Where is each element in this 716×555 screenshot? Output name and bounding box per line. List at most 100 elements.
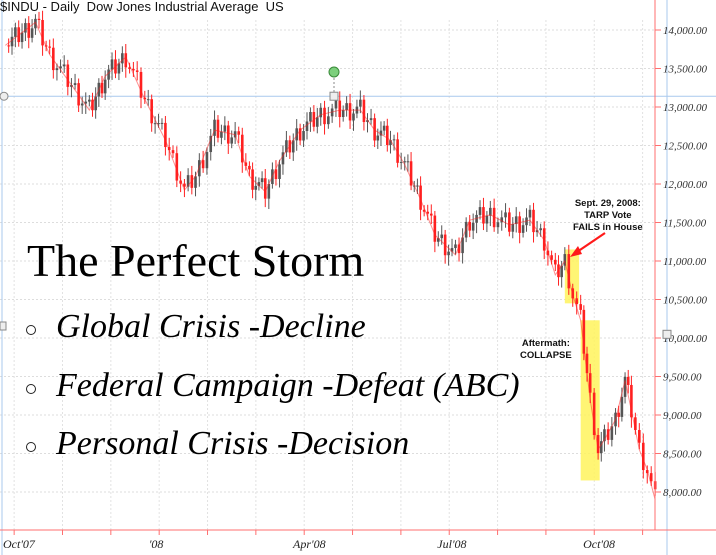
- candle-body: [338, 100, 342, 118]
- candle-body: [84, 101, 88, 104]
- candle-body: [254, 185, 258, 190]
- candle-body: [128, 67, 131, 69]
- candle-body: [606, 429, 610, 440]
- candle-body: [150, 99, 153, 124]
- candle-body: [596, 435, 600, 454]
- candle-body: [263, 178, 267, 199]
- bullet-item: Personal Crisis -Decision: [26, 425, 409, 463]
- candle-body: [626, 376, 630, 385]
- candle-body: [582, 309, 586, 354]
- candle-body: [588, 373, 592, 393]
- candle-body: [66, 64, 70, 87]
- candle-body: [567, 254, 571, 289]
- candle-body: [468, 221, 472, 231]
- candle-body: [638, 430, 641, 443]
- candle-body: [489, 207, 492, 216]
- slide-title: The Perfect Storm: [27, 235, 365, 286]
- candle-body: [535, 230, 539, 233]
- candle-body: [91, 99, 94, 111]
- line-handle-icon: [0, 321, 7, 331]
- candle-body: [521, 225, 525, 233]
- candle-body: [230, 137, 234, 144]
- candle-body: [194, 176, 197, 188]
- y-tick-label: 9,500.00: [663, 372, 702, 384]
- annotation-line: COLLAPSE: [520, 350, 572, 361]
- candle-body: [617, 412, 621, 417]
- candle-body: [403, 161, 407, 163]
- candle-body: [389, 140, 392, 146]
- candle-body: [302, 130, 305, 141]
- candle-body: [167, 147, 171, 151]
- y-tick-label: 8,500.00: [663, 449, 702, 461]
- y-tick-label: 11,500.00: [663, 218, 707, 230]
- candle-body: [153, 123, 157, 125]
- candle-body: [409, 161, 413, 186]
- candle-body: [305, 121, 309, 131]
- aftermath-annotation: Aftermath: COLLAPSE: [520, 338, 572, 362]
- x-tick-label: '08: [149, 537, 164, 551]
- candle-body: [508, 212, 511, 232]
- candle-body: [248, 165, 251, 170]
- candle-body: [274, 169, 278, 179]
- candle-body: [620, 396, 624, 417]
- candle-body: [14, 27, 17, 37]
- candle-body: [585, 353, 589, 374]
- candle-body: [457, 244, 461, 254]
- candle-body: [416, 185, 419, 187]
- candle-body: [110, 59, 114, 70]
- candle-body: [209, 135, 213, 153]
- candle-body: [376, 135, 380, 141]
- candle-body: [579, 304, 582, 310]
- x-tick-label: Oct'07: [3, 537, 36, 551]
- bullet-icon: [26, 384, 36, 394]
- candle-body: [345, 103, 348, 111]
- y-tick-label: 12,000.00: [663, 179, 708, 191]
- candle-body: [27, 23, 31, 38]
- candle-body: [504, 212, 507, 218]
- candle-body: [500, 217, 504, 223]
- candle-body: [323, 107, 326, 125]
- candle-body: [157, 123, 160, 125]
- bullet-item: Global Crisis -Decline: [26, 308, 366, 346]
- candle-body: [341, 110, 345, 118]
- y-tick-label: 13,500.00: [663, 64, 708, 76]
- candle-body: [179, 180, 182, 184]
- candle-body: [554, 259, 557, 265]
- candle-body: [369, 118, 373, 121]
- bullet-text: Personal Crisis -Decision: [56, 425, 410, 462]
- y-tick-label: 9,000.00: [663, 410, 702, 422]
- candle-body: [471, 222, 475, 231]
- candle-body: [379, 130, 383, 136]
- candle-body: [485, 215, 489, 224]
- line-handle-icon: [662, 329, 672, 339]
- candle-body: [213, 119, 216, 136]
- candle-body: [220, 131, 223, 138]
- candle-body: [447, 251, 450, 256]
- candle-body: [164, 122, 167, 148]
- candle-body: [73, 83, 77, 85]
- candle-body: [146, 99, 150, 101]
- candle-body: [634, 417, 637, 431]
- candle-body: [121, 53, 124, 64]
- annotation-line: TARP Vote: [584, 210, 632, 221]
- tarp-annotation: Sept. 29, 2008: TARP Vote FAILS in House: [573, 198, 643, 234]
- candle-body: [422, 209, 426, 212]
- candle-body: [226, 125, 230, 144]
- candle-body: [37, 18, 41, 20]
- candle-body: [362, 99, 366, 123]
- bullet-item: Federal Campaign -Defeat (ABC): [26, 367, 520, 405]
- candle-body: [450, 248, 454, 252]
- candle-body: [285, 140, 288, 153]
- candle-body: [348, 103, 352, 121]
- candle-body: [59, 66, 62, 69]
- candle-body: [539, 228, 542, 231]
- candle-body: [429, 213, 433, 216]
- candle-body: [399, 162, 403, 164]
- candle-body: [103, 79, 107, 94]
- candle-body: [30, 28, 34, 38]
- candle-body: [563, 254, 567, 266]
- candle-body: [62, 64, 66, 67]
- candle-body: [426, 211, 430, 214]
- bullet-text: Federal Campaign -Defeat (ABC): [56, 367, 520, 404]
